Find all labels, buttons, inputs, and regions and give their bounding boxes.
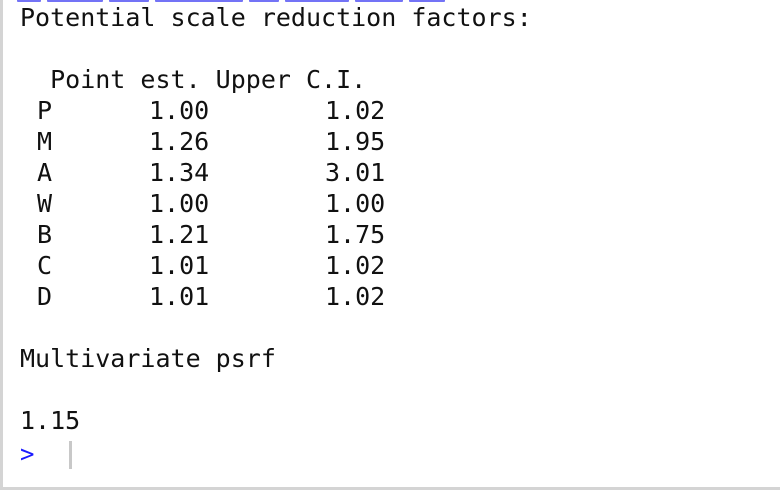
- upper-ci-value: 1.75: [325, 220, 386, 249]
- upper-ci-value: 1.95: [325, 127, 386, 156]
- row-label: P: [37, 96, 53, 125]
- row-label: B: [37, 220, 53, 249]
- console-prompt: >: [20, 440, 35, 468]
- point-est-value: 1.01: [149, 282, 210, 311]
- upper-ci-value: 1.02: [325, 251, 386, 280]
- point-est-value: 1.34: [149, 158, 210, 187]
- multivariate-value: 1.15: [20, 406, 81, 435]
- row-label: M: [37, 127, 53, 156]
- row-label: W: [37, 189, 53, 218]
- upper-ci-value: 1.02: [325, 96, 386, 125]
- point-est-value: 1.00: [149, 189, 210, 218]
- row-label: C: [37, 251, 53, 280]
- table-header: Point est. Upper C.I.: [20, 65, 367, 94]
- point-est-value: 1.00: [149, 96, 210, 125]
- point-est-value: 1.21: [149, 220, 210, 249]
- point-est-value: 1.01: [149, 251, 210, 280]
- multivariate-label: Multivariate psrf: [20, 344, 276, 373]
- row-label: A: [37, 158, 53, 187]
- text-cursor[interactable]: [69, 441, 72, 469]
- upper-ci-value: 3.01: [325, 158, 386, 187]
- psrf-heading: Potential scale reduction factors:: [20, 3, 532, 32]
- previous-command-line: [17, 0, 577, 2]
- upper-ci-value: 1.00: [325, 189, 386, 218]
- upper-ci-value: 1.02: [325, 282, 386, 311]
- point-est-value: 1.26: [149, 127, 210, 156]
- row-label: D: [37, 282, 53, 311]
